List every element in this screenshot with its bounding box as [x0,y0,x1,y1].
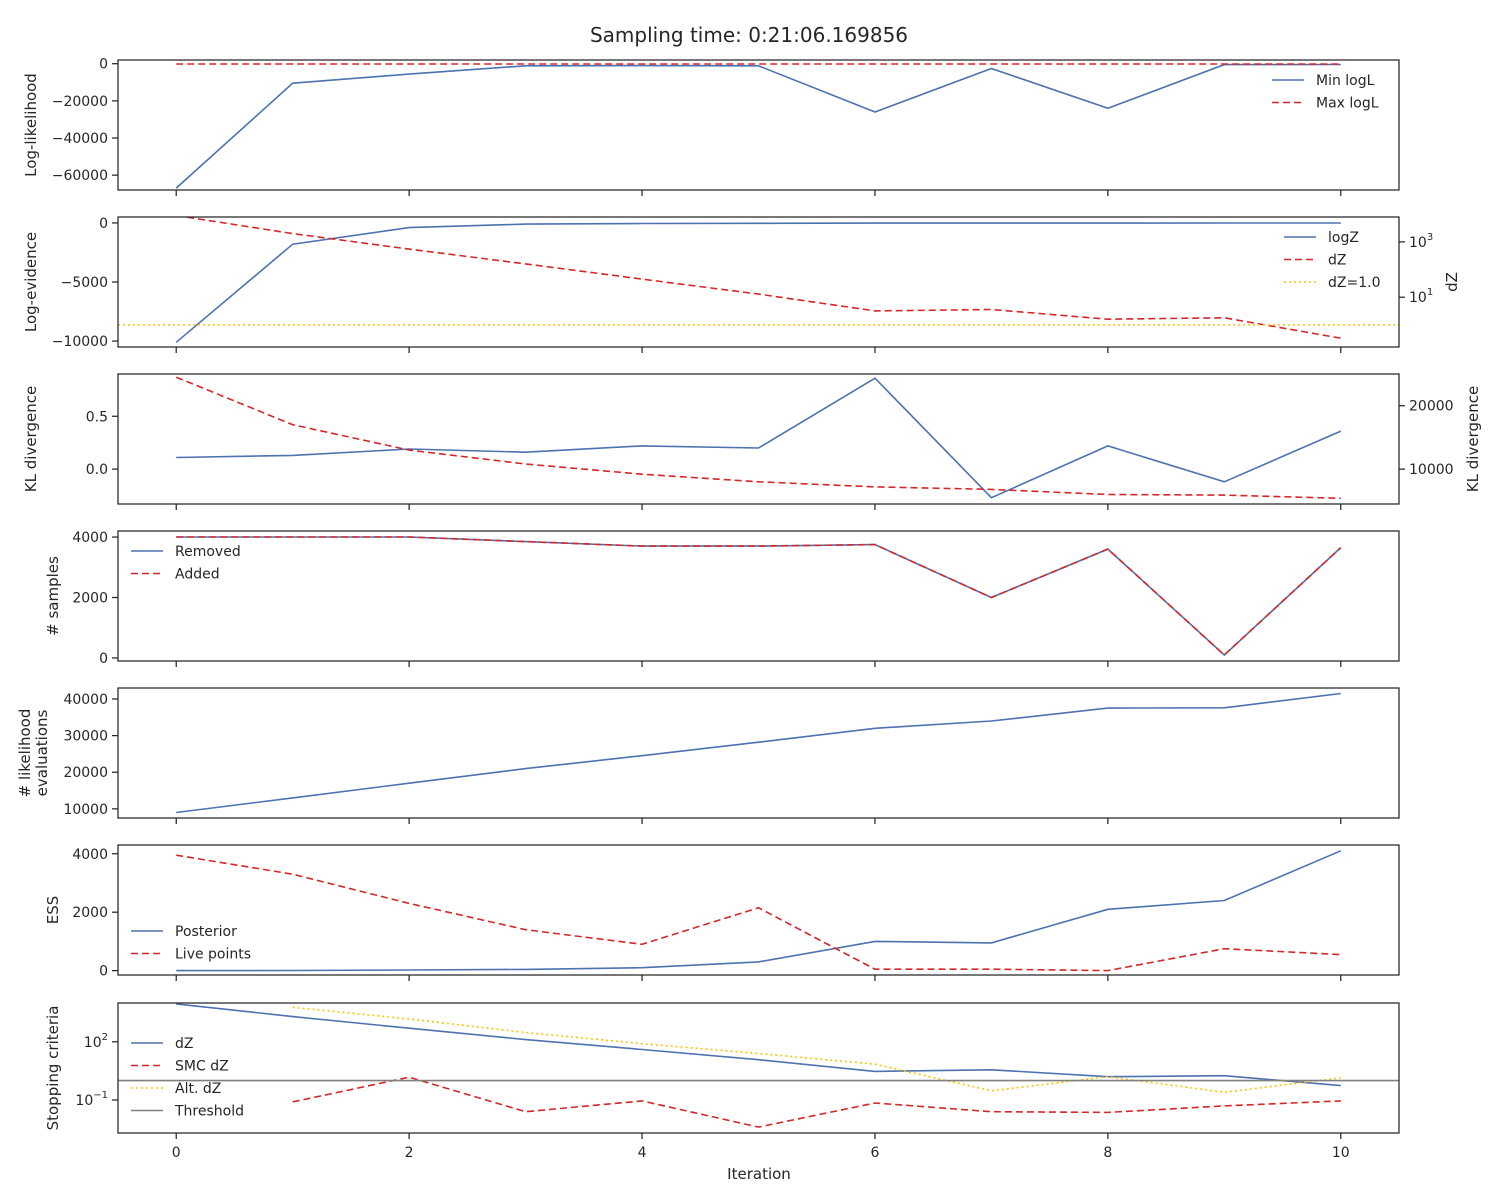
legend-label: Added [175,567,220,583]
panel-2: 0 −5000 −10000 101 103 Log-evidence dZ logZ dZ dZ… [22,216,1461,353]
legend: Removed Added [131,544,241,583]
series-alt-dz-line [292,1006,1341,1094]
y-axis-label: Stopping criteria [44,1006,62,1131]
y-tick-label: 2000 [72,591,108,607]
panel-3: 0.5 0.0 10000 20000 KL divergence KL divergen… [22,373,1482,510]
y2-tick-label: 10000 [1409,462,1454,478]
y-tick-label: 0 [99,216,108,232]
legend-label: Max logL [1316,96,1379,112]
series-dz-line [176,1003,1341,1087]
axes-frame [117,59,1400,191]
panel-4: 0 2000 4000 # samples Removed Added [44,530,1400,667]
series-added-line [176,536,1342,657]
series-0-line [176,692,1341,814]
y-tick-label: 20000 [63,765,108,781]
y-tick-label: 10−1 [75,1090,108,1109]
y-axis-label: Log-evidence [22,232,40,332]
panel-6: 0 2000 4000 ESS Posterior Live points [44,844,1400,981]
legend-label: logZ [1328,230,1359,246]
series-removed-line [176,536,1342,657]
series-dz-line [180,217,1341,339]
series-posterior-line [176,850,1342,972]
y-tick-label: −60000 [52,168,108,184]
panel-5: 10000 20000 30000 40000 # likelihood evaluati… [16,687,1400,824]
y-tick-label: 102 [84,1032,108,1051]
y-tick-label: −40000 [52,131,108,147]
legend: dZ SMC dZ Alt. dZ Threshold [131,1036,244,1120]
axes-frame [117,844,1400,976]
x-tick-label: 10 [1332,1145,1350,1161]
legend-label: dZ [175,1036,193,1052]
y-tick-label: 4000 [72,530,108,546]
legend-label: Removed [175,544,241,560]
axes-frame [117,1002,1400,1134]
y2-axis-label: dZ [1443,272,1461,292]
y-axis-label: # samples [44,556,62,636]
y-tick-label: 0 [99,57,108,73]
y-tick-label: −10000 [52,334,108,350]
legend-label: Alt. dZ [175,1081,221,1097]
axes-frame [117,530,1400,662]
y2-tick-label: 101 [1409,287,1433,306]
legend-label: dZ [1328,253,1346,269]
legend-label: Posterior [175,924,237,940]
legend: logZ dZ dZ=1.0 [1284,230,1380,291]
y-axis-label-line2: evaluations [33,709,51,796]
y-tick-label: 2000 [72,905,108,921]
x-tick-label: 8 [1103,1145,1112,1161]
figure-title: Sampling time: 0:21:06.169856 [590,23,908,47]
panels: 0 −20000 −40000 −60000 Log-likelihood Min log… [16,57,1482,1161]
y2-axis-label: KL divergence [1464,386,1482,492]
legend-label: Min logL [1316,73,1375,89]
series-logz-line [175,222,1341,343]
series-1-line [175,376,1341,500]
y-tick-label: 30000 [63,729,108,745]
y-tick-label: 0.5 [86,409,108,425]
series-0-line [176,377,1342,499]
axes-frame [117,687,1400,819]
x-axis-label: Iteration [727,1165,791,1183]
x-tick-label: 4 [638,1145,647,1161]
legend-label: SMC dZ [175,1059,229,1075]
x-tick-label: 2 [405,1145,414,1161]
x-tick-label: 6 [870,1145,879,1161]
legend-label: Threshold [174,1104,244,1120]
legend: Posterior Live points [131,924,251,963]
y-axis-label: KL divergence [22,386,40,492]
y2-tick-label: 20000 [1409,399,1454,415]
legend-label: Live points [175,947,251,963]
legend-label: dZ=1.0 [1328,275,1380,291]
series-live-points-line [176,854,1341,972]
y-tick-label: −5000 [61,275,108,291]
series-smc-dz-line [292,1076,1341,1128]
y-tick-label: 0.0 [86,462,108,478]
y-tick-label: −20000 [52,94,108,110]
panel-7: 0 2 4 6 8 10 102 10−1 Stopping criteria dZ SMC dZ A… [44,1002,1400,1161]
y2-tick-label: 103 [1409,232,1433,251]
y-tick-label: 4000 [72,847,108,863]
y-tick-label: 10000 [63,802,108,818]
y-tick-label: 40000 [63,692,108,708]
panel-1: 0 −20000 −40000 −60000 Log-likelihood Min log… [22,57,1400,196]
x-tick-label: 0 [172,1145,181,1161]
y-tick-label: 0 [99,651,108,667]
y-axis-label: Log-likelihood [22,73,40,177]
y-axis-label: ESS [44,896,62,925]
series-min-logl-line [175,63,1341,189]
axes-frame [117,373,1400,505]
y-axis-label: # likelihood [16,709,34,798]
legend: Min logL Max logL [1272,73,1379,112]
y-tick-label: 0 [99,964,108,980]
